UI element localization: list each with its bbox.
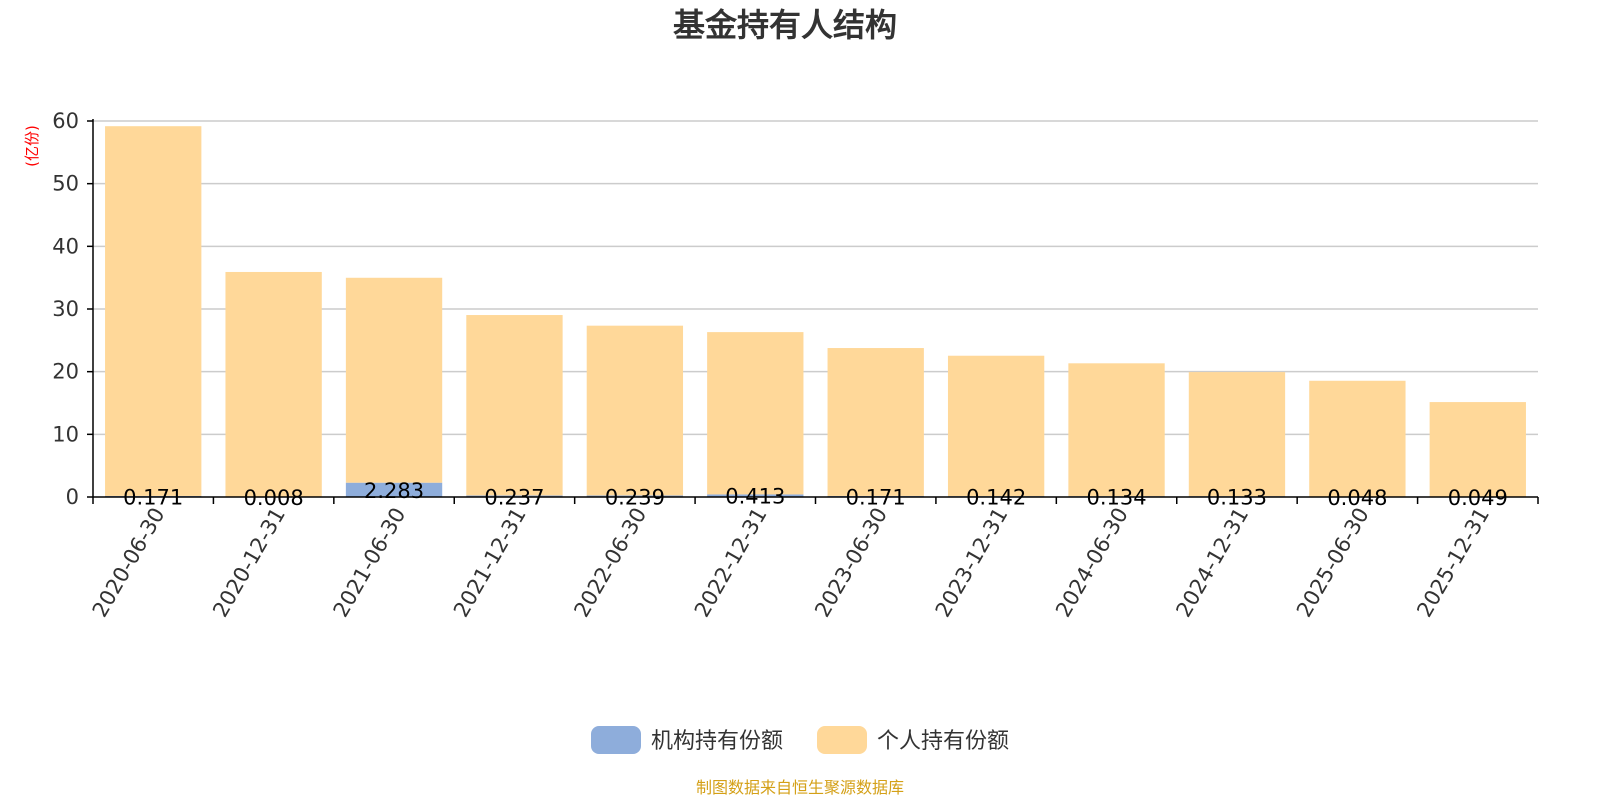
y-tick-label: 60 [52, 109, 79, 133]
x-axis-ticks: 2020-06-30 2020-12-31 2021-06-30 2021-12-31… [88, 497, 1539, 622]
y-axis-unit-label: (亿份) [23, 125, 41, 167]
bar-institutional[interactable] [345, 482, 443, 497]
y-tick-label: 10 [52, 422, 79, 446]
legend[interactable]: 机构持有份额 个人持有份额 [591, 726, 1009, 754]
bar-individual[interactable] [947, 355, 1045, 497]
bar-individual[interactable] [1309, 380, 1406, 497]
bar-institutional[interactable] [707, 494, 804, 497]
y-tick-label: 30 [52, 297, 79, 321]
bar-individual[interactable] [345, 277, 443, 483]
y-tick-label: 0 [66, 485, 79, 509]
legend-swatch [817, 726, 867, 754]
x-tick-label: 2025-06-30 [1292, 504, 1374, 622]
source-note: 制图数据来自恒生聚源数据库 [696, 778, 904, 797]
bar-individual[interactable] [105, 126, 202, 496]
bar-series [105, 126, 1526, 497]
y-tick-label: 20 [52, 360, 79, 384]
chart-title: 基金持有人结构 [673, 6, 897, 44]
x-tick-label: 2023-12-31 [931, 504, 1013, 622]
y-tick-label: 40 [52, 234, 79, 258]
y-tick-label: 50 [52, 172, 79, 196]
bar-individual[interactable] [827, 348, 924, 496]
bar-individual[interactable] [225, 271, 322, 497]
x-tick-label: 2024-06-30 [1051, 504, 1133, 622]
y-axis-ticks: 0 10 20 30 40 50 60 [52, 109, 93, 509]
bar-individual[interactable] [707, 332, 804, 495]
legend-item-institutional[interactable]: 机构持有份额 [591, 726, 783, 754]
bar-individual[interactable] [1068, 363, 1165, 497]
x-tick-label: 2020-12-31 [208, 504, 290, 622]
x-tick-label: 2025-12-31 [1412, 504, 1494, 622]
data-labels: 0.171 0.008 2.283 0.237 0.239 0.413 0.171 0.142… [123, 479, 1508, 510]
bar-individual[interactable] [466, 315, 563, 496]
x-tick-label: 2023-06-30 [810, 504, 892, 622]
x-tick-label: 2022-12-31 [690, 504, 772, 622]
legend-label: 个人持有份额 [877, 729, 1009, 754]
x-tick-label: 2021-12-31 [449, 504, 531, 622]
x-tick-label: 2022-06-30 [569, 504, 651, 622]
bar-individual[interactable] [1429, 402, 1526, 497]
legend-swatch [591, 726, 641, 754]
bar-individual[interactable] [1188, 372, 1286, 497]
data-label: 0.048 [1327, 486, 1387, 510]
bar-individual[interactable] [586, 325, 684, 496]
data-label: 0.008 [244, 486, 304, 510]
data-label: 2.283 [364, 479, 424, 503]
legend-item-individual[interactable]: 个人持有份额 [817, 726, 1009, 754]
x-tick-label: 2024-12-31 [1171, 504, 1253, 622]
x-tick-label: 2021-06-30 [329, 503, 411, 621]
legend-label: 机构持有份额 [651, 729, 783, 754]
data-label: 0.049 [1448, 486, 1508, 510]
grid-lines [93, 120, 1538, 436]
x-tick-label: 2020-06-30 [88, 504, 170, 622]
